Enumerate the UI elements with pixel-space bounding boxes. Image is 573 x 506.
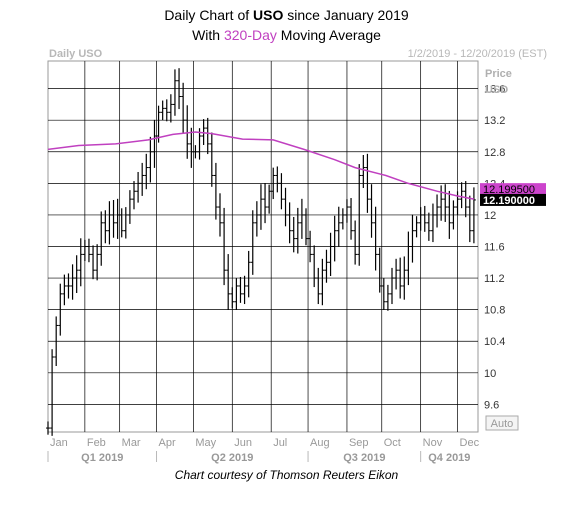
auto-scale-button — [485, 415, 519, 431]
x-tick-label: Jul — [273, 437, 287, 449]
chart-title: Daily Chart of USO since January 2019 — [0, 7, 573, 23]
ma-value-label: 12.199500 — [483, 184, 535, 196]
last-price-badge — [480, 193, 546, 206]
y-tick-label: 11.2 — [484, 273, 505, 285]
x-tick-label: Jun — [234, 437, 252, 449]
quarter-label: Q3 2019 — [343, 452, 385, 464]
last-price-label: 12.190000 — [483, 195, 535, 207]
ma-value-badge — [480, 183, 546, 196]
y-tick-label: 10.8 — [484, 305, 505, 317]
y-tick-label: 13.6 — [484, 84, 505, 96]
y-tick-label: 10 — [484, 368, 496, 380]
title-suffix: since January 2019 — [283, 7, 409, 23]
date-range: 1/2/2019 - 12/20/2019 (EST) — [407, 48, 547, 60]
x-tick-label: May — [195, 437, 216, 449]
y-tick-label: 12.8 — [484, 147, 505, 159]
x-tick-label: Aug — [310, 437, 330, 449]
title-prefix: Daily Chart of — [164, 7, 254, 23]
x-tick-label: Sep — [349, 437, 369, 449]
chart-subtitle: With 320-Day Moving Average — [0, 27, 573, 43]
y-axis-title: USD — [485, 84, 508, 96]
quarter-label: Q4 2019 — [428, 452, 470, 464]
y-tick-label: 11.6 — [484, 242, 505, 254]
x-tick-label: Mar — [122, 437, 141, 449]
y-tick-label: 13.2 — [484, 115, 505, 127]
x-tick-label: Feb — [87, 437, 106, 449]
subtitle-suffix: Moving Average — [276, 27, 381, 43]
auto-scale-label: Auto — [491, 418, 514, 430]
x-tick-label: Dec — [460, 437, 480, 449]
ticker-label: Daily USO — [49, 48, 103, 60]
quarter-label: Q1 2019 — [81, 452, 123, 464]
x-tick-label: Nov — [423, 437, 443, 449]
subtitle-highlight: 320-Day — [223, 27, 277, 43]
quarter-label: Q2 2019 — [211, 452, 253, 464]
moving-average-line — [47, 131, 475, 200]
subtitle-prefix: With — [192, 27, 224, 43]
x-tick-label: Apr — [159, 437, 176, 449]
title-symbol: USO — [253, 7, 284, 23]
y-tick-label: 9.6 — [484, 399, 499, 411]
y-tick-label: 10.4 — [484, 336, 505, 348]
x-tick-label: Jan — [50, 437, 68, 449]
chart-caption: Chart courtesy of Thomson Reuters Eikon — [174, 468, 399, 482]
y-axis-title: Price — [485, 68, 512, 80]
x-tick-label: Oct — [384, 437, 401, 449]
y-tick-label: 12 — [484, 210, 496, 222]
